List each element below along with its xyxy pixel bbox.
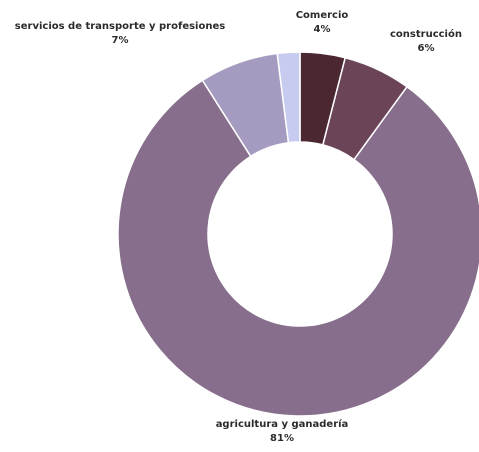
- slice-label-comercio: Comercio: [296, 10, 349, 21]
- slices-layer: [117, 51, 479, 417]
- slice-value-comercio: 4%: [314, 24, 331, 35]
- labels-layer: Comercio 4% construcción 6% agricultura y ga…: [15, 10, 462, 444]
- slice-unlabeled-4: [276, 51, 301, 144]
- slice-value-construccion: 6%: [418, 43, 435, 54]
- slice-agricultura-y-ganaderia: [117, 79, 479, 417]
- slice-label-servicios-de-transporte-y-profesiones: servicios de transporte y profesiones: [15, 21, 225, 32]
- slice-label-construccion: construcción: [390, 28, 462, 40]
- slice-value-agricultura-y-ganaderia: 81%: [270, 433, 294, 444]
- slice-label-agricultura-y-ganaderia: agricultura y ganadería: [216, 418, 349, 430]
- slice-value-servicios-de-transporte-y-profesiones: 7%: [112, 35, 129, 46]
